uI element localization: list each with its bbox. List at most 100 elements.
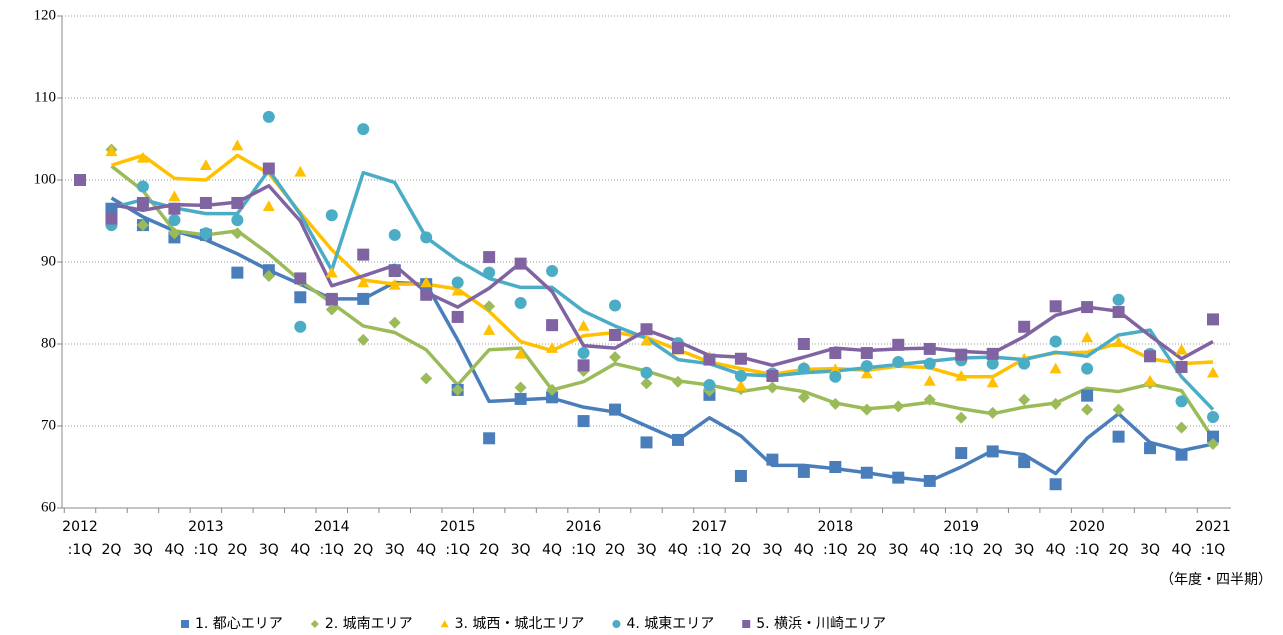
marker bbox=[231, 196, 244, 209]
x-tick-label: 3Q bbox=[762, 542, 782, 558]
marker bbox=[577, 415, 590, 428]
marker bbox=[1175, 448, 1188, 461]
marker bbox=[1207, 410, 1219, 423]
x-tick-label: 4Q bbox=[1046, 542, 1066, 558]
x-tick-label: 3Q bbox=[259, 542, 279, 558]
x-tick-label: 3Q bbox=[1140, 542, 1160, 558]
marker bbox=[860, 360, 873, 373]
marker bbox=[986, 347, 999, 360]
marker bbox=[1081, 362, 1094, 375]
marker bbox=[955, 411, 968, 424]
marker bbox=[829, 461, 842, 473]
marker bbox=[231, 227, 244, 240]
marker bbox=[986, 406, 999, 419]
y-tick-label: 120 bbox=[34, 7, 57, 23]
trend-line bbox=[111, 168, 1215, 411]
x-tick-label: 3Q bbox=[888, 542, 908, 558]
x-tick-label: 3Q bbox=[1014, 542, 1034, 558]
marker bbox=[357, 292, 370, 305]
marker bbox=[451, 383, 464, 396]
marker bbox=[955, 348, 968, 361]
marker bbox=[829, 363, 842, 375]
marker bbox=[388, 278, 401, 290]
marker bbox=[1207, 438, 1219, 451]
marker bbox=[546, 391, 559, 404]
marker bbox=[829, 397, 842, 410]
marker bbox=[105, 145, 118, 157]
x-tick-label: 2Q bbox=[857, 542, 877, 558]
marker bbox=[860, 347, 873, 360]
x-year-label: 2020 bbox=[1069, 519, 1105, 535]
marker bbox=[640, 436, 653, 449]
marker bbox=[1207, 430, 1219, 443]
x-tick-label: 4Q bbox=[290, 542, 310, 558]
y-tick-label: 60 bbox=[41, 499, 56, 515]
marker bbox=[294, 291, 307, 304]
marker bbox=[797, 338, 810, 350]
marker bbox=[1049, 397, 1062, 410]
marker bbox=[640, 366, 653, 379]
legend-label: 2. 城南エリア bbox=[325, 616, 413, 632]
marker bbox=[136, 151, 149, 163]
x-tick-label: 4Q bbox=[668, 542, 688, 558]
marker bbox=[168, 202, 181, 215]
marker bbox=[136, 196, 149, 209]
marker bbox=[1175, 421, 1188, 434]
marker bbox=[734, 470, 747, 483]
marker bbox=[1081, 403, 1094, 416]
marker bbox=[955, 369, 968, 381]
marker bbox=[357, 248, 370, 261]
x-tick-label: 4Q bbox=[794, 542, 814, 558]
marker bbox=[892, 471, 905, 484]
marker bbox=[766, 453, 779, 466]
x-year-label: 2013 bbox=[188, 519, 224, 535]
x-year-label: 2017 bbox=[692, 519, 728, 535]
marker bbox=[1112, 306, 1125, 319]
x-tick-label: 2Q bbox=[731, 542, 751, 558]
x-tick-label: :1Q bbox=[194, 542, 219, 558]
marker bbox=[199, 159, 212, 171]
x-year-label: 2014 bbox=[314, 519, 350, 535]
marker bbox=[1018, 393, 1031, 406]
marker bbox=[294, 272, 307, 285]
marker bbox=[388, 316, 401, 329]
marker bbox=[577, 319, 590, 331]
marker bbox=[923, 374, 936, 386]
legend-label: 3. 城西・城北エリア bbox=[455, 616, 585, 632]
trend-line bbox=[111, 183, 1214, 368]
marker bbox=[325, 303, 338, 316]
marker bbox=[514, 297, 527, 309]
marker bbox=[199, 196, 212, 209]
marker bbox=[923, 357, 936, 370]
marker bbox=[1049, 478, 1062, 491]
x-tick-label: 3Q bbox=[385, 542, 405, 558]
x-tick-label: 2Q bbox=[1109, 542, 1129, 558]
marker bbox=[1081, 389, 1094, 402]
marker bbox=[483, 432, 496, 445]
y-tick-label: 80 bbox=[41, 335, 56, 351]
marker bbox=[1112, 403, 1125, 416]
marker bbox=[1144, 442, 1157, 455]
marker bbox=[923, 342, 936, 355]
x-tick-label: :1Q bbox=[319, 542, 344, 558]
marker bbox=[577, 347, 590, 360]
marker bbox=[609, 351, 622, 364]
marker bbox=[420, 372, 433, 385]
x-year-label: 2012 bbox=[62, 519, 98, 535]
marker bbox=[514, 381, 527, 394]
marker bbox=[609, 299, 622, 312]
marker bbox=[262, 110, 275, 123]
x-year-label: 2018 bbox=[818, 519, 854, 535]
marker bbox=[671, 433, 684, 446]
marker bbox=[703, 353, 716, 366]
marker bbox=[136, 219, 149, 232]
marker bbox=[734, 379, 747, 391]
marker bbox=[797, 362, 810, 375]
marker bbox=[546, 265, 559, 278]
x-tick-label: 3Q bbox=[637, 542, 657, 558]
x-tick-label: 3Q bbox=[133, 542, 153, 558]
marker bbox=[986, 376, 999, 388]
marker bbox=[483, 266, 496, 279]
